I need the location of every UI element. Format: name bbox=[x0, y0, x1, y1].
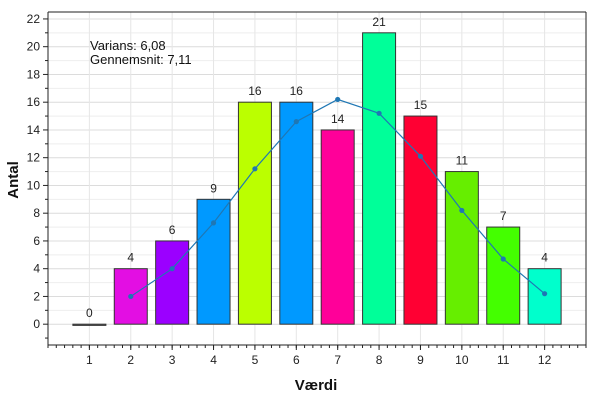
distribution-curve bbox=[128, 96, 548, 300]
curve-point bbox=[128, 293, 134, 300]
y-tick-label: 12 bbox=[27, 151, 41, 165]
data-label-9: 15 bbox=[414, 98, 428, 112]
data-label-6: 16 bbox=[290, 84, 304, 98]
grid bbox=[48, 12, 586, 345]
x-tick-label: 4 bbox=[210, 353, 217, 367]
data-label-11: 7 bbox=[500, 209, 507, 223]
data-label-1: 0 bbox=[86, 306, 93, 320]
bar-1 bbox=[72, 323, 107, 326]
bar-5 bbox=[237, 101, 272, 325]
bar-3 bbox=[155, 240, 190, 325]
x-tick-label: 7 bbox=[334, 353, 341, 367]
y-tick-label: 20 bbox=[27, 40, 41, 54]
curve-point bbox=[500, 256, 506, 262]
y-tick-label: 18 bbox=[27, 67, 41, 81]
data-label-8: 21 bbox=[372, 15, 386, 29]
curve-point bbox=[252, 166, 258, 172]
bars bbox=[72, 32, 562, 326]
data-label-7: 14 bbox=[331, 112, 345, 126]
y-tick-label: 22 bbox=[27, 12, 41, 26]
bar-6 bbox=[279, 101, 314, 325]
bar-4 bbox=[196, 198, 231, 325]
curve-point bbox=[542, 291, 548, 297]
y-tick-label: 6 bbox=[33, 234, 40, 248]
curve-point bbox=[459, 207, 465, 214]
data-label-10: 11 bbox=[456, 154, 469, 168]
x-tick-label: 8 bbox=[376, 353, 383, 367]
mean-annotation: Gennemsnit: 7,11 bbox=[90, 52, 192, 67]
x-tick-label: 5 bbox=[252, 353, 259, 367]
bar-7 bbox=[320, 129, 355, 325]
bar-12 bbox=[527, 268, 562, 325]
x-tick-label: 1 bbox=[86, 353, 93, 367]
y-tick-label: 4 bbox=[33, 262, 40, 276]
x-tick-label: 9 bbox=[417, 353, 424, 367]
variance-annotation: Varians: 6,08 bbox=[90, 38, 166, 53]
curve-point bbox=[169, 266, 175, 272]
x-tick-label: 10 bbox=[455, 353, 469, 367]
data-labels: 0 4 6 9 16 16 14 21 15 11 7 4 bbox=[86, 15, 548, 320]
y-tick-label: 8 bbox=[33, 206, 40, 220]
x-tick-label: 12 bbox=[538, 353, 552, 367]
x-tick-label: 6 bbox=[293, 353, 300, 367]
data-label-3: 6 bbox=[169, 223, 176, 237]
curve-point bbox=[293, 119, 299, 125]
y-tick-label: 14 bbox=[27, 123, 41, 137]
x-tick-label: 3 bbox=[169, 353, 176, 367]
curve-point bbox=[417, 153, 424, 159]
data-label-5: 16 bbox=[248, 84, 262, 98]
data-label-4: 9 bbox=[210, 181, 217, 195]
y-tick-label: 16 bbox=[27, 95, 41, 109]
y-tick-label: 0 bbox=[33, 317, 40, 331]
data-label-2: 4 bbox=[127, 251, 134, 265]
data-label-12: 4 bbox=[541, 251, 548, 265]
x-axis-title: Værdi bbox=[295, 377, 338, 394]
curve-point bbox=[376, 110, 382, 116]
y-tick-label: 10 bbox=[27, 178, 41, 192]
y-axis-title: Antal bbox=[5, 161, 22, 199]
y-tick-label: 2 bbox=[33, 289, 40, 303]
bar-11 bbox=[486, 226, 521, 325]
curve-point bbox=[210, 220, 217, 226]
bar-8 bbox=[362, 32, 397, 325]
x-tick-label: 2 bbox=[127, 353, 134, 367]
x-tick-label: 11 bbox=[497, 353, 510, 367]
curve-point bbox=[335, 96, 341, 103]
bar-9 bbox=[403, 115, 438, 325]
